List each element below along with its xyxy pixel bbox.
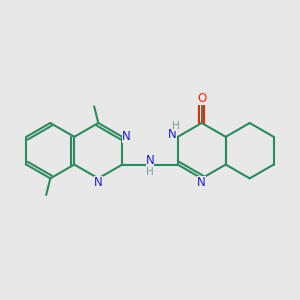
Text: N: N [168, 128, 176, 141]
Text: H: H [146, 167, 154, 177]
Text: N: N [94, 176, 103, 189]
Text: N: N [122, 130, 131, 143]
Text: N: N [197, 176, 206, 189]
Text: H: H [172, 121, 179, 131]
Text: O: O [197, 92, 206, 105]
Text: N: N [146, 154, 154, 167]
